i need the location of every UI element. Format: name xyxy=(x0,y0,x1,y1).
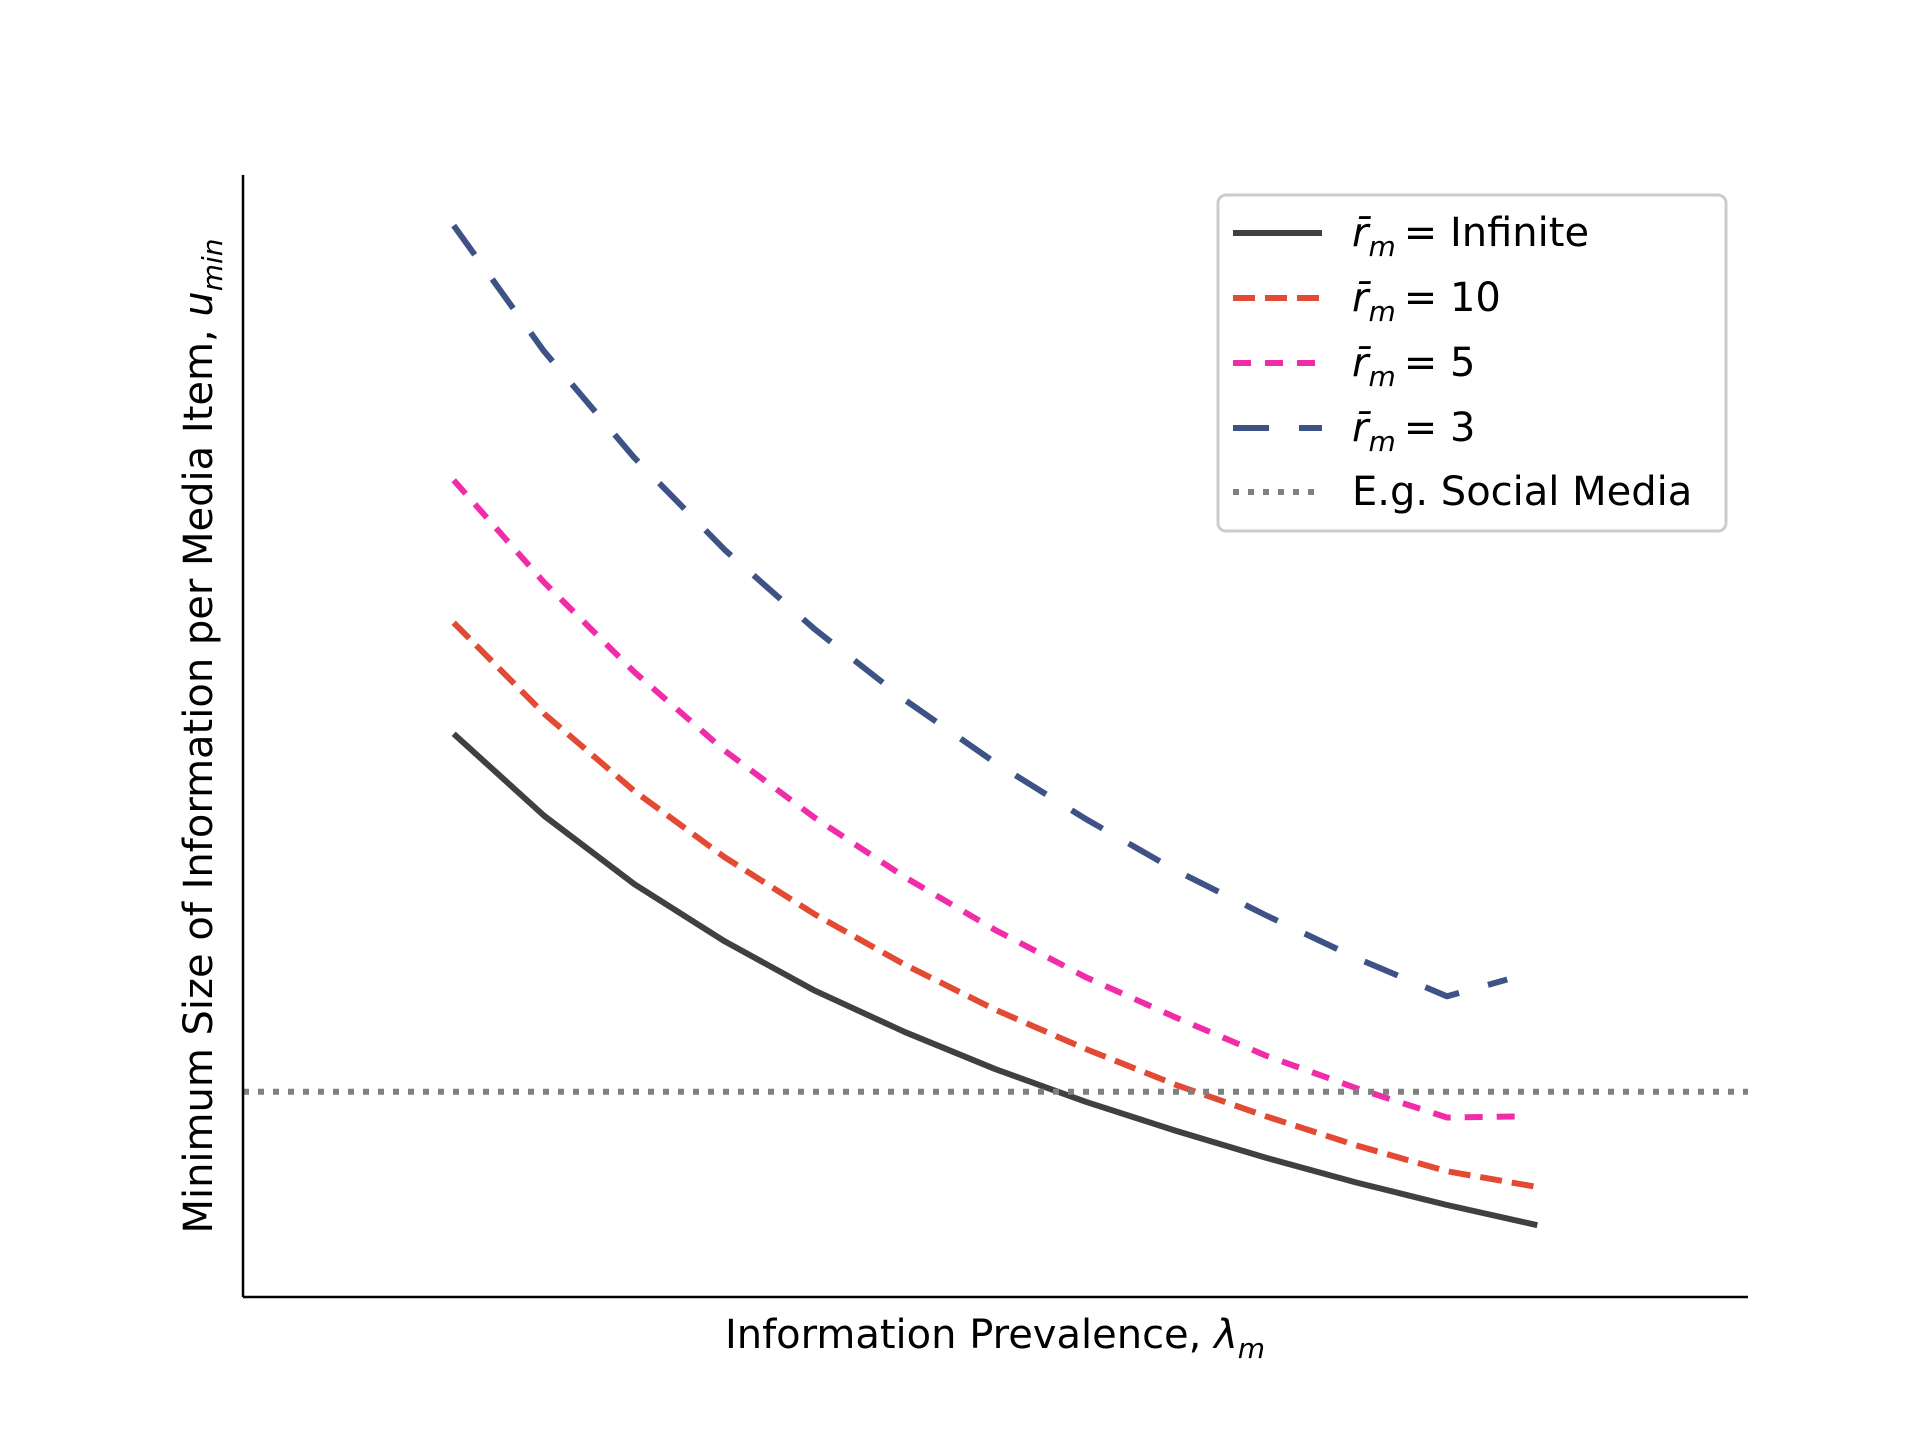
y-axis-label: Minimum Size of Information per Media It… xyxy=(176,238,229,1233)
legend: r̄m = Infinite r̄m = 10 r̄m = 5 r̄m = 3 E.g.… xyxy=(1216,193,1728,533)
series-line-3 xyxy=(451,223,1509,1000)
plot-lines xyxy=(243,223,1748,1229)
x-axis-label: Information Prevalence, λm xyxy=(725,1312,1265,1365)
series-line-infinite xyxy=(451,731,1538,1229)
legend-frame xyxy=(1216,193,1728,533)
legend-label-3: r̄m = 3 xyxy=(1352,405,1475,458)
series-line-5 xyxy=(451,478,1523,1121)
legend-label-10: r̄m = 10 xyxy=(1352,275,1501,328)
series-line-10 xyxy=(451,620,1538,1190)
legend-label-social-media: E.g. Social Media xyxy=(1352,469,1692,515)
legend-label-5: r̄m = 5 xyxy=(1352,340,1475,393)
legend-label-infinite: r̄m = Infinite xyxy=(1352,210,1589,263)
